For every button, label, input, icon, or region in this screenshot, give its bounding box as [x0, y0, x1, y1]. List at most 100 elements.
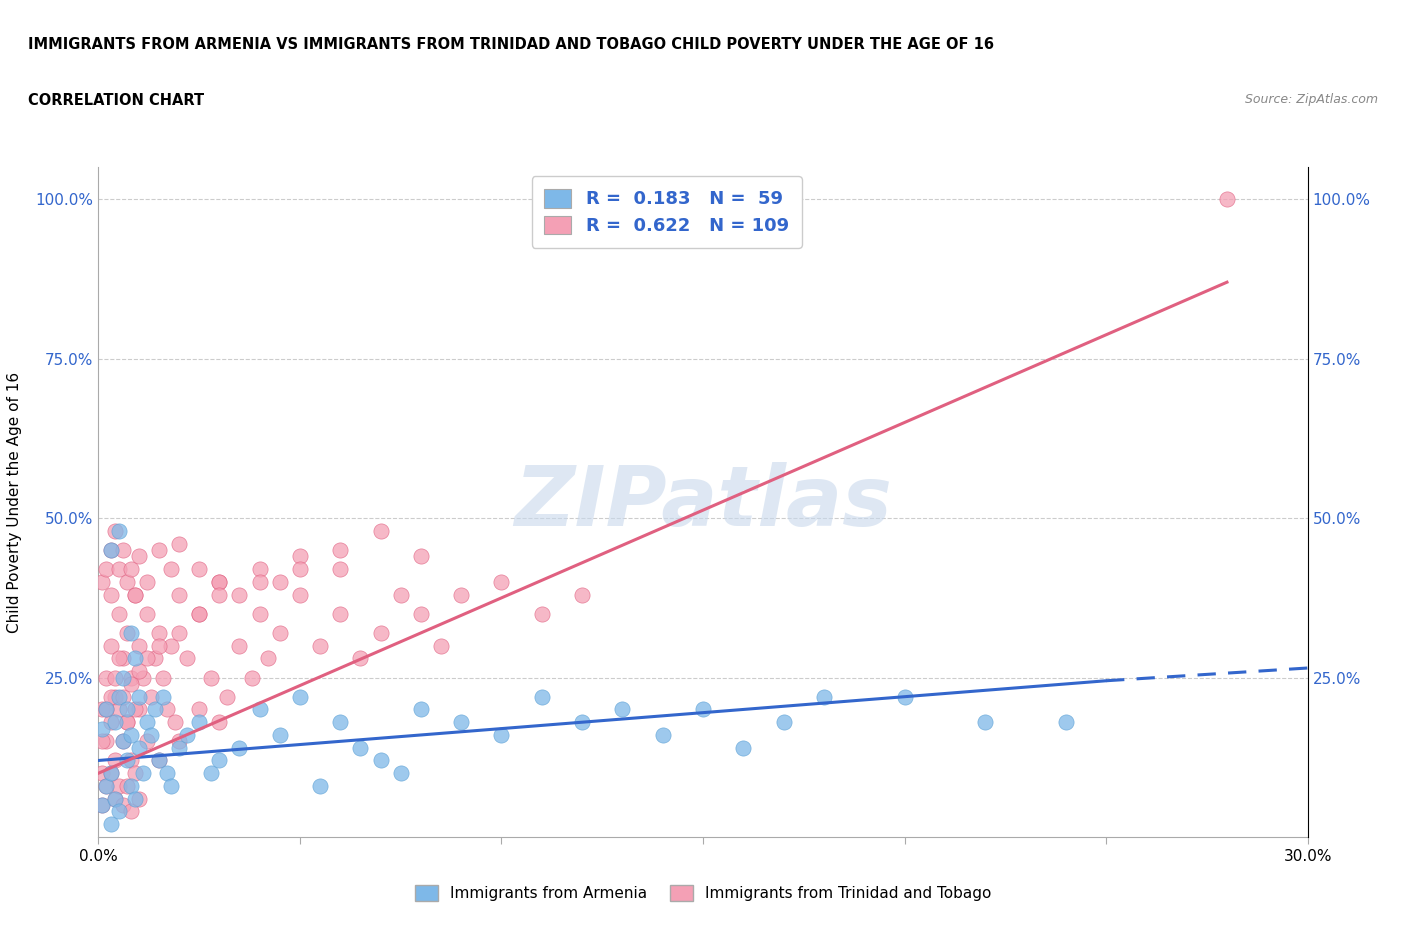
Point	[132, 765, 155, 780]
Point	[100, 765, 122, 780]
Point	[103, 753, 125, 768]
Point	[132, 671, 155, 685]
Point	[107, 562, 129, 577]
Point	[120, 753, 142, 768]
Point	[813, 689, 835, 704]
Point	[115, 753, 138, 768]
Point	[349, 651, 371, 666]
Point	[152, 689, 174, 704]
Point	[249, 606, 271, 621]
Point	[156, 765, 179, 780]
Point	[115, 575, 138, 590]
Point	[96, 702, 118, 717]
Point	[188, 715, 211, 730]
Point	[772, 715, 794, 730]
Point	[430, 638, 453, 653]
Point	[491, 575, 513, 590]
Point	[188, 606, 211, 621]
Point	[188, 606, 211, 621]
Point	[107, 606, 129, 621]
Point	[288, 587, 311, 602]
Point	[143, 702, 166, 717]
Text: CORRELATION CHART: CORRELATION CHART	[28, 93, 204, 108]
Point	[128, 689, 150, 704]
Point	[91, 575, 114, 590]
Point	[269, 727, 291, 742]
Point	[120, 676, 142, 691]
Point	[100, 542, 122, 557]
Point	[208, 575, 231, 590]
Point	[96, 778, 118, 793]
Point	[530, 689, 553, 704]
Text: ZIPatlas: ZIPatlas	[515, 461, 891, 543]
Point	[167, 626, 190, 641]
Point	[612, 702, 634, 717]
Point	[96, 778, 118, 793]
Point	[329, 562, 352, 577]
Point	[148, 753, 170, 768]
Point	[100, 715, 122, 730]
Point	[91, 798, 114, 813]
Point	[103, 671, 125, 685]
Point	[571, 587, 593, 602]
Point	[249, 702, 271, 717]
Point	[120, 626, 142, 641]
Point	[163, 715, 186, 730]
Point	[167, 537, 190, 551]
Point	[128, 791, 150, 806]
Point	[100, 765, 122, 780]
Point	[389, 765, 412, 780]
Point	[974, 715, 997, 730]
Point	[135, 575, 157, 590]
Point	[124, 651, 146, 666]
Point	[120, 778, 142, 793]
Point	[120, 671, 142, 685]
Point	[120, 804, 142, 819]
Point	[491, 727, 513, 742]
Point	[288, 549, 311, 564]
Point	[176, 727, 198, 742]
Point	[893, 689, 915, 704]
Point	[269, 626, 291, 641]
Point	[128, 740, 150, 755]
Point	[111, 671, 134, 685]
Point	[100, 817, 122, 831]
Point	[329, 542, 352, 557]
Point	[370, 753, 392, 768]
Point	[733, 740, 755, 755]
Point	[148, 542, 170, 557]
Point	[217, 689, 239, 704]
Point	[208, 587, 231, 602]
Point	[100, 542, 122, 557]
Point	[100, 689, 122, 704]
Point	[115, 702, 138, 717]
Point	[409, 702, 432, 717]
Point	[128, 702, 150, 717]
Point	[139, 727, 162, 742]
Point	[1054, 715, 1077, 730]
Point	[329, 715, 352, 730]
Point	[167, 740, 190, 755]
Point	[188, 702, 211, 717]
Point	[269, 575, 291, 590]
Point	[107, 689, 129, 704]
Point	[188, 562, 211, 577]
Point	[167, 734, 190, 749]
Point	[128, 549, 150, 564]
Point	[148, 638, 170, 653]
Point	[115, 778, 138, 793]
Point	[124, 587, 146, 602]
Point	[370, 626, 392, 641]
Point	[103, 524, 125, 538]
Point	[111, 542, 134, 557]
Point	[100, 638, 122, 653]
Point	[139, 689, 162, 704]
Point	[111, 651, 134, 666]
Point	[208, 715, 231, 730]
Point	[124, 702, 146, 717]
Point	[135, 715, 157, 730]
Point	[124, 587, 146, 602]
Point	[111, 689, 134, 704]
Point	[571, 715, 593, 730]
Point	[228, 587, 250, 602]
